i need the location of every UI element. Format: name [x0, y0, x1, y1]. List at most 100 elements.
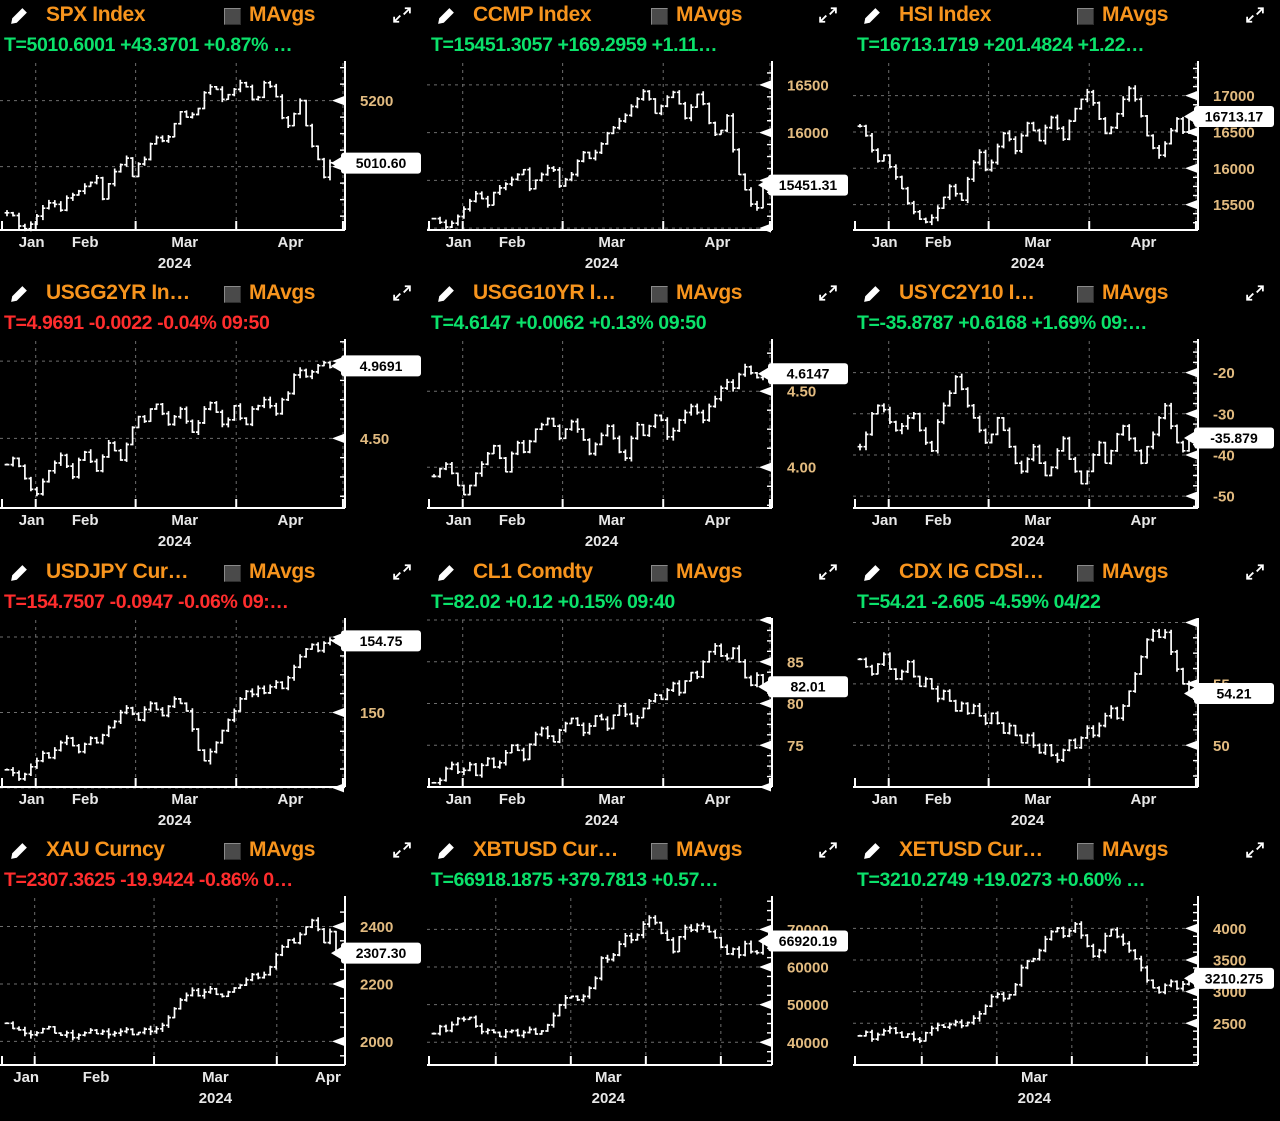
mavgs-checkbox[interactable] — [224, 843, 241, 860]
month-label: Feb — [499, 234, 526, 251]
month-label: Mar — [171, 791, 198, 808]
ticker-title[interactable]: USGG2YR In… — [46, 281, 190, 304]
price-chart-xau[interactable]: 2400 2200 2000 Jan Feb Mar Apr 2024 2307.30 — [0, 895, 427, 1113]
y-tick-label: -40 — [1213, 447, 1235, 464]
ticker-title[interactable]: CDX IG CDSI… — [899, 560, 1044, 583]
expand-icon[interactable] — [393, 563, 411, 581]
mavgs-checkbox[interactable] — [1077, 565, 1094, 582]
mavgs-label[interactable]: MAvgs — [1102, 281, 1169, 304]
ticker-title[interactable]: USGG10YR I… — [473, 281, 616, 304]
price-chart-cdx[interactable]: 5550JanFebMarApr202454.21 — [853, 617, 1280, 835]
edit-pencil-icon[interactable] — [863, 842, 881, 860]
y-tick-arrow — [759, 657, 771, 667]
price-chart-hsi[interactable]: 17000 16500 16000 15500 Jan Feb Mar Apr 2024 1671… — [853, 60, 1280, 278]
mavgs-checkbox[interactable] — [224, 8, 241, 25]
mavgs-checkbox[interactable] — [1077, 843, 1094, 860]
edit-pencil-icon[interactable] — [437, 842, 455, 860]
y-tick-arrow — [332, 979, 344, 989]
edit-pencil-icon[interactable] — [437, 285, 455, 303]
ticker-title[interactable]: CCMP Index — [473, 3, 592, 26]
edit-pencil-icon[interactable] — [10, 564, 28, 582]
price-chart-usdjpy[interactable]: 150 Jan Feb Mar Apr 2024 154.75 — [0, 617, 427, 835]
month-label: Feb — [72, 791, 99, 808]
mavgs-checkbox[interactable] — [651, 286, 668, 303]
chart-panel-xetusd: XETUSD Cur… MAvgs T=3210.2749 +19.0273 +… — [853, 835, 1280, 1121]
mavgs-label[interactable]: MAvgs — [249, 838, 316, 861]
edit-pencil-icon[interactable] — [10, 285, 28, 303]
mavgs-checkbox[interactable] — [651, 565, 668, 582]
expand-icon[interactable] — [819, 284, 837, 302]
mavgs-checkbox[interactable] — [224, 565, 241, 582]
mavgs-checkbox[interactable] — [224, 286, 241, 303]
mavgs-label[interactable]: MAvgs — [1102, 560, 1169, 583]
price-chart-ccmp[interactable]: 16500 16000 Jan Feb Mar Apr 2024 15451.31 — [427, 60, 853, 278]
expand-icon[interactable] — [393, 6, 411, 24]
edit-pencil-icon[interactable] — [10, 7, 28, 25]
expand-icon[interactable] — [1246, 6, 1264, 24]
y-tick-label: 80 — [787, 696, 804, 713]
price-chart-usgg10yr[interactable]: 4.50 4.00 Jan Feb Mar Apr 2024 4.6147 — [427, 338, 853, 556]
expand-icon[interactable] — [1246, 284, 1264, 302]
month-label: Mar — [202, 1069, 229, 1086]
edit-pencil-icon[interactable] — [437, 7, 455, 25]
price-chart-usyc2y10[interactable]: -20 -30 -40 -50 Jan Feb Mar Apr 2024 -35.879 — [853, 338, 1280, 556]
mavgs-label[interactable]: MAvgs — [249, 560, 316, 583]
expand-icon[interactable] — [1246, 841, 1264, 859]
expand-icon[interactable] — [1246, 563, 1264, 581]
mavgs-label[interactable]: MAvgs — [249, 281, 316, 304]
month-label: Apr — [1131, 512, 1157, 529]
svg-text:82.01: 82.01 — [790, 679, 825, 695]
ohlc-bars — [431, 643, 766, 786]
ticker-title[interactable]: SPX Index — [46, 3, 146, 26]
ticker-title[interactable]: XBTUSD Cur… — [473, 838, 618, 861]
mavgs-label[interactable]: MAvgs — [676, 838, 743, 861]
mavgs-checkbox[interactable] — [1077, 286, 1094, 303]
expand-icon[interactable] — [393, 284, 411, 302]
edit-pencil-icon[interactable] — [863, 285, 881, 303]
expand-icon[interactable] — [819, 841, 837, 859]
expand-icon[interactable] — [819, 6, 837, 24]
mavgs-checkbox[interactable] — [1077, 8, 1094, 25]
ohlc-bars — [4, 917, 339, 1041]
price-chart-spx[interactable]: 5200 Jan Feb Mar Apr 2024 5010.60 — [0, 60, 427, 278]
edit-pencil-icon[interactable] — [437, 564, 455, 582]
y-tick-arrow — [332, 1036, 344, 1046]
ticker-title[interactable]: USDJPY Cur… — [46, 560, 189, 583]
last-price-callout: 16713.17 — [1184, 106, 1274, 128]
y-tick-label: -30 — [1213, 406, 1235, 423]
chart-panel-cdx: CDX IG CDSI… MAvgs T=54.21 -2.605 -4.59%… — [853, 557, 1280, 835]
mavgs-label[interactable]: MAvgs — [249, 3, 316, 26]
panel-header: CDX IG CDSI… MAvgs — [853, 557, 1280, 589]
price-chart-cl1[interactable]: 85 80 75 Jan Feb Mar Apr 2024 82.01 — [427, 617, 853, 835]
mavgs-label[interactable]: MAvgs — [676, 281, 743, 304]
edit-pencil-icon[interactable] — [863, 7, 881, 25]
ticker-title[interactable]: XAU Curncy — [46, 838, 165, 861]
mavgs-checkbox[interactable] — [651, 8, 668, 25]
expand-icon[interactable] — [819, 563, 837, 581]
mavgs-label[interactable]: MAvgs — [1102, 3, 1169, 26]
ohlc-bars — [431, 363, 766, 496]
expand-icon[interactable] — [393, 841, 411, 859]
y-tick-arrow — [1185, 163, 1197, 173]
mavgs-label[interactable]: MAvgs — [676, 3, 743, 26]
y-tick-label: -50 — [1213, 489, 1235, 506]
mavgs-label[interactable]: MAvgs — [676, 560, 743, 583]
price-chart-usgg2yr[interactable]: 4.50 Jan Feb Mar Apr 2024 4.9691 — [0, 338, 427, 556]
ticker-title[interactable]: XETUSD Cur… — [899, 838, 1043, 861]
year-label: 2024 — [1011, 255, 1045, 272]
edit-pencil-icon[interactable] — [863, 564, 881, 582]
ticker-title[interactable]: CL1 Comdty — [473, 560, 593, 583]
ticker-title[interactable]: USYC2Y10 I… — [899, 281, 1035, 304]
last-price-callout: 5010.60 — [331, 152, 421, 174]
year-label: 2024 — [585, 533, 619, 550]
mavgs-label[interactable]: MAvgs — [1102, 838, 1169, 861]
y-tick-arrow — [759, 699, 771, 708]
mavgs-checkbox[interactable] — [651, 843, 668, 860]
edit-pencil-icon[interactable] — [10, 842, 28, 860]
ticker-title[interactable]: HSI Index — [899, 3, 992, 26]
y-tick-label: 16000 — [1213, 161, 1255, 178]
year-label: 2024 — [199, 1090, 233, 1107]
month-label: Jan — [13, 1069, 39, 1086]
